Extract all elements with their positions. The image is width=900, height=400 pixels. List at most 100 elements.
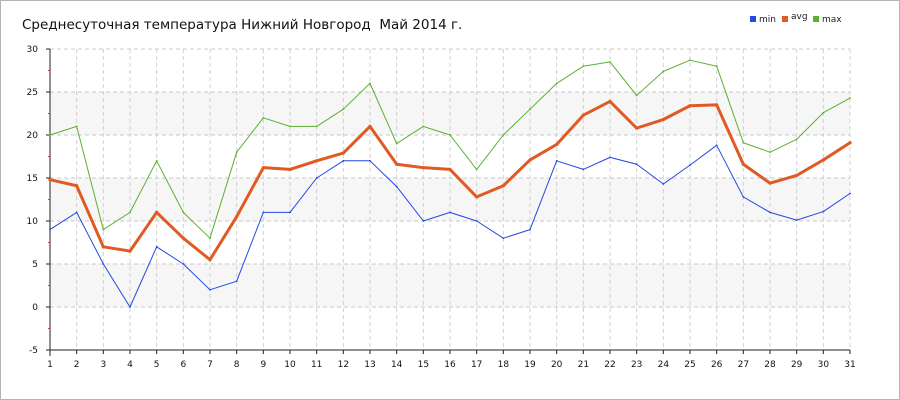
data-point-min <box>49 228 51 231</box>
data-point-max <box>502 134 505 136</box>
data-point-avg <box>688 104 692 108</box>
data-point-min <box>475 220 478 222</box>
data-point-min <box>609 156 611 159</box>
data-point-avg <box>448 167 452 171</box>
data-point-min <box>689 164 691 167</box>
data-point-avg <box>288 167 292 171</box>
data-point-min <box>742 196 745 198</box>
data-point-min <box>315 177 318 179</box>
x-tick-label: 16 <box>444 360 456 370</box>
data-point-min <box>262 211 265 214</box>
data-point-min <box>715 144 718 147</box>
y-tick-label: 25 <box>27 88 38 98</box>
data-point-min <box>75 211 78 214</box>
data-point-min <box>449 211 451 214</box>
data-point-min <box>529 228 531 231</box>
data-point-min <box>395 185 398 188</box>
legend-item-avg: avg <box>782 12 808 22</box>
data-point-avg <box>581 113 585 117</box>
x-tick-label: 23 <box>631 360 642 370</box>
data-point-max <box>395 142 398 145</box>
data-point-max <box>849 97 851 99</box>
x-tick-label: 24 <box>658 360 670 370</box>
data-point-max <box>609 61 611 63</box>
data-point-avg <box>821 158 825 162</box>
data-point-max <box>235 151 238 154</box>
x-tick-label: 29 <box>791 360 803 370</box>
data-point-avg <box>741 162 745 166</box>
y-tick-label: 30 <box>27 45 39 55</box>
data-point-avg <box>528 158 532 162</box>
data-point-avg <box>368 124 372 128</box>
data-point-avg <box>768 181 772 185</box>
data-point-min <box>822 210 825 213</box>
data-point-avg <box>208 258 212 262</box>
data-point-max <box>795 138 798 141</box>
x-tick-label: 18 <box>498 360 510 370</box>
x-tick-label: 11 <box>311 360 322 370</box>
x-tick-label: 2 <box>74 360 80 370</box>
data-point-min <box>209 288 211 291</box>
data-point-max <box>475 168 478 171</box>
data-point-avg <box>795 173 799 178</box>
data-point-min <box>555 159 558 162</box>
data-point-max <box>342 108 345 111</box>
x-tick-label: 25 <box>684 360 695 370</box>
x-tick-label: 19 <box>524 360 536 370</box>
y-tick-label: -5 <box>29 346 38 356</box>
data-point-max <box>49 134 51 136</box>
data-point-min <box>155 245 158 248</box>
data-point-avg <box>501 184 505 188</box>
x-tick-label: 21 <box>578 360 589 370</box>
data-point-avg <box>261 166 265 170</box>
legend-item-min: min <box>750 15 776 25</box>
x-tick-label: 10 <box>284 360 296 370</box>
data-point-min <box>502 237 505 240</box>
data-point-max <box>689 59 691 62</box>
x-tick-label: 9 <box>260 360 266 370</box>
y-tick-label: 0 <box>32 303 38 313</box>
x-tick-label: 6 <box>180 360 186 370</box>
data-point-min <box>182 263 185 265</box>
data-point-min <box>582 168 585 171</box>
data-point-min <box>849 192 851 195</box>
y-tick-label: 20 <box>27 131 39 141</box>
y-tick-label: 15 <box>27 174 38 184</box>
data-point-min <box>422 220 425 222</box>
x-tick-label: 7 <box>207 360 213 370</box>
data-point-avg <box>421 166 425 170</box>
legend-swatch-max <box>813 16 819 22</box>
legend-label-max: max <box>822 15 842 25</box>
x-tick-label: 13 <box>364 360 375 370</box>
x-tick-label: 26 <box>711 360 723 370</box>
x-tick-label: 27 <box>738 360 749 370</box>
data-point-min <box>102 263 105 265</box>
data-point-max <box>449 134 451 136</box>
data-point-avg <box>235 215 239 219</box>
data-point-max <box>529 108 531 111</box>
data-point-max <box>555 82 558 85</box>
data-point-max <box>742 141 745 144</box>
y-tick-label: 5 <box>32 260 38 270</box>
data-point-min <box>769 211 771 214</box>
data-point-min <box>369 159 371 162</box>
data-point-max <box>209 237 211 240</box>
data-point-avg <box>101 245 105 249</box>
data-point-max <box>129 211 131 214</box>
x-tick-label: 8 <box>234 360 240 370</box>
x-tick-label: 28 <box>764 360 776 370</box>
data-point-min <box>795 219 798 222</box>
data-point-avg <box>608 99 612 104</box>
data-point-max <box>582 65 585 68</box>
chart-title: Среднесуточная температура Нижний Новгор… <box>22 17 463 33</box>
legend-label-min: min <box>759 15 776 25</box>
data-point-avg <box>848 141 852 145</box>
data-point-min <box>129 306 131 308</box>
data-point-max <box>155 159 158 162</box>
data-point-avg <box>661 117 665 122</box>
legend-item-max: max <box>813 15 842 25</box>
data-point-avg <box>635 126 639 130</box>
data-point-avg <box>395 162 399 166</box>
data-point-avg <box>128 249 132 253</box>
